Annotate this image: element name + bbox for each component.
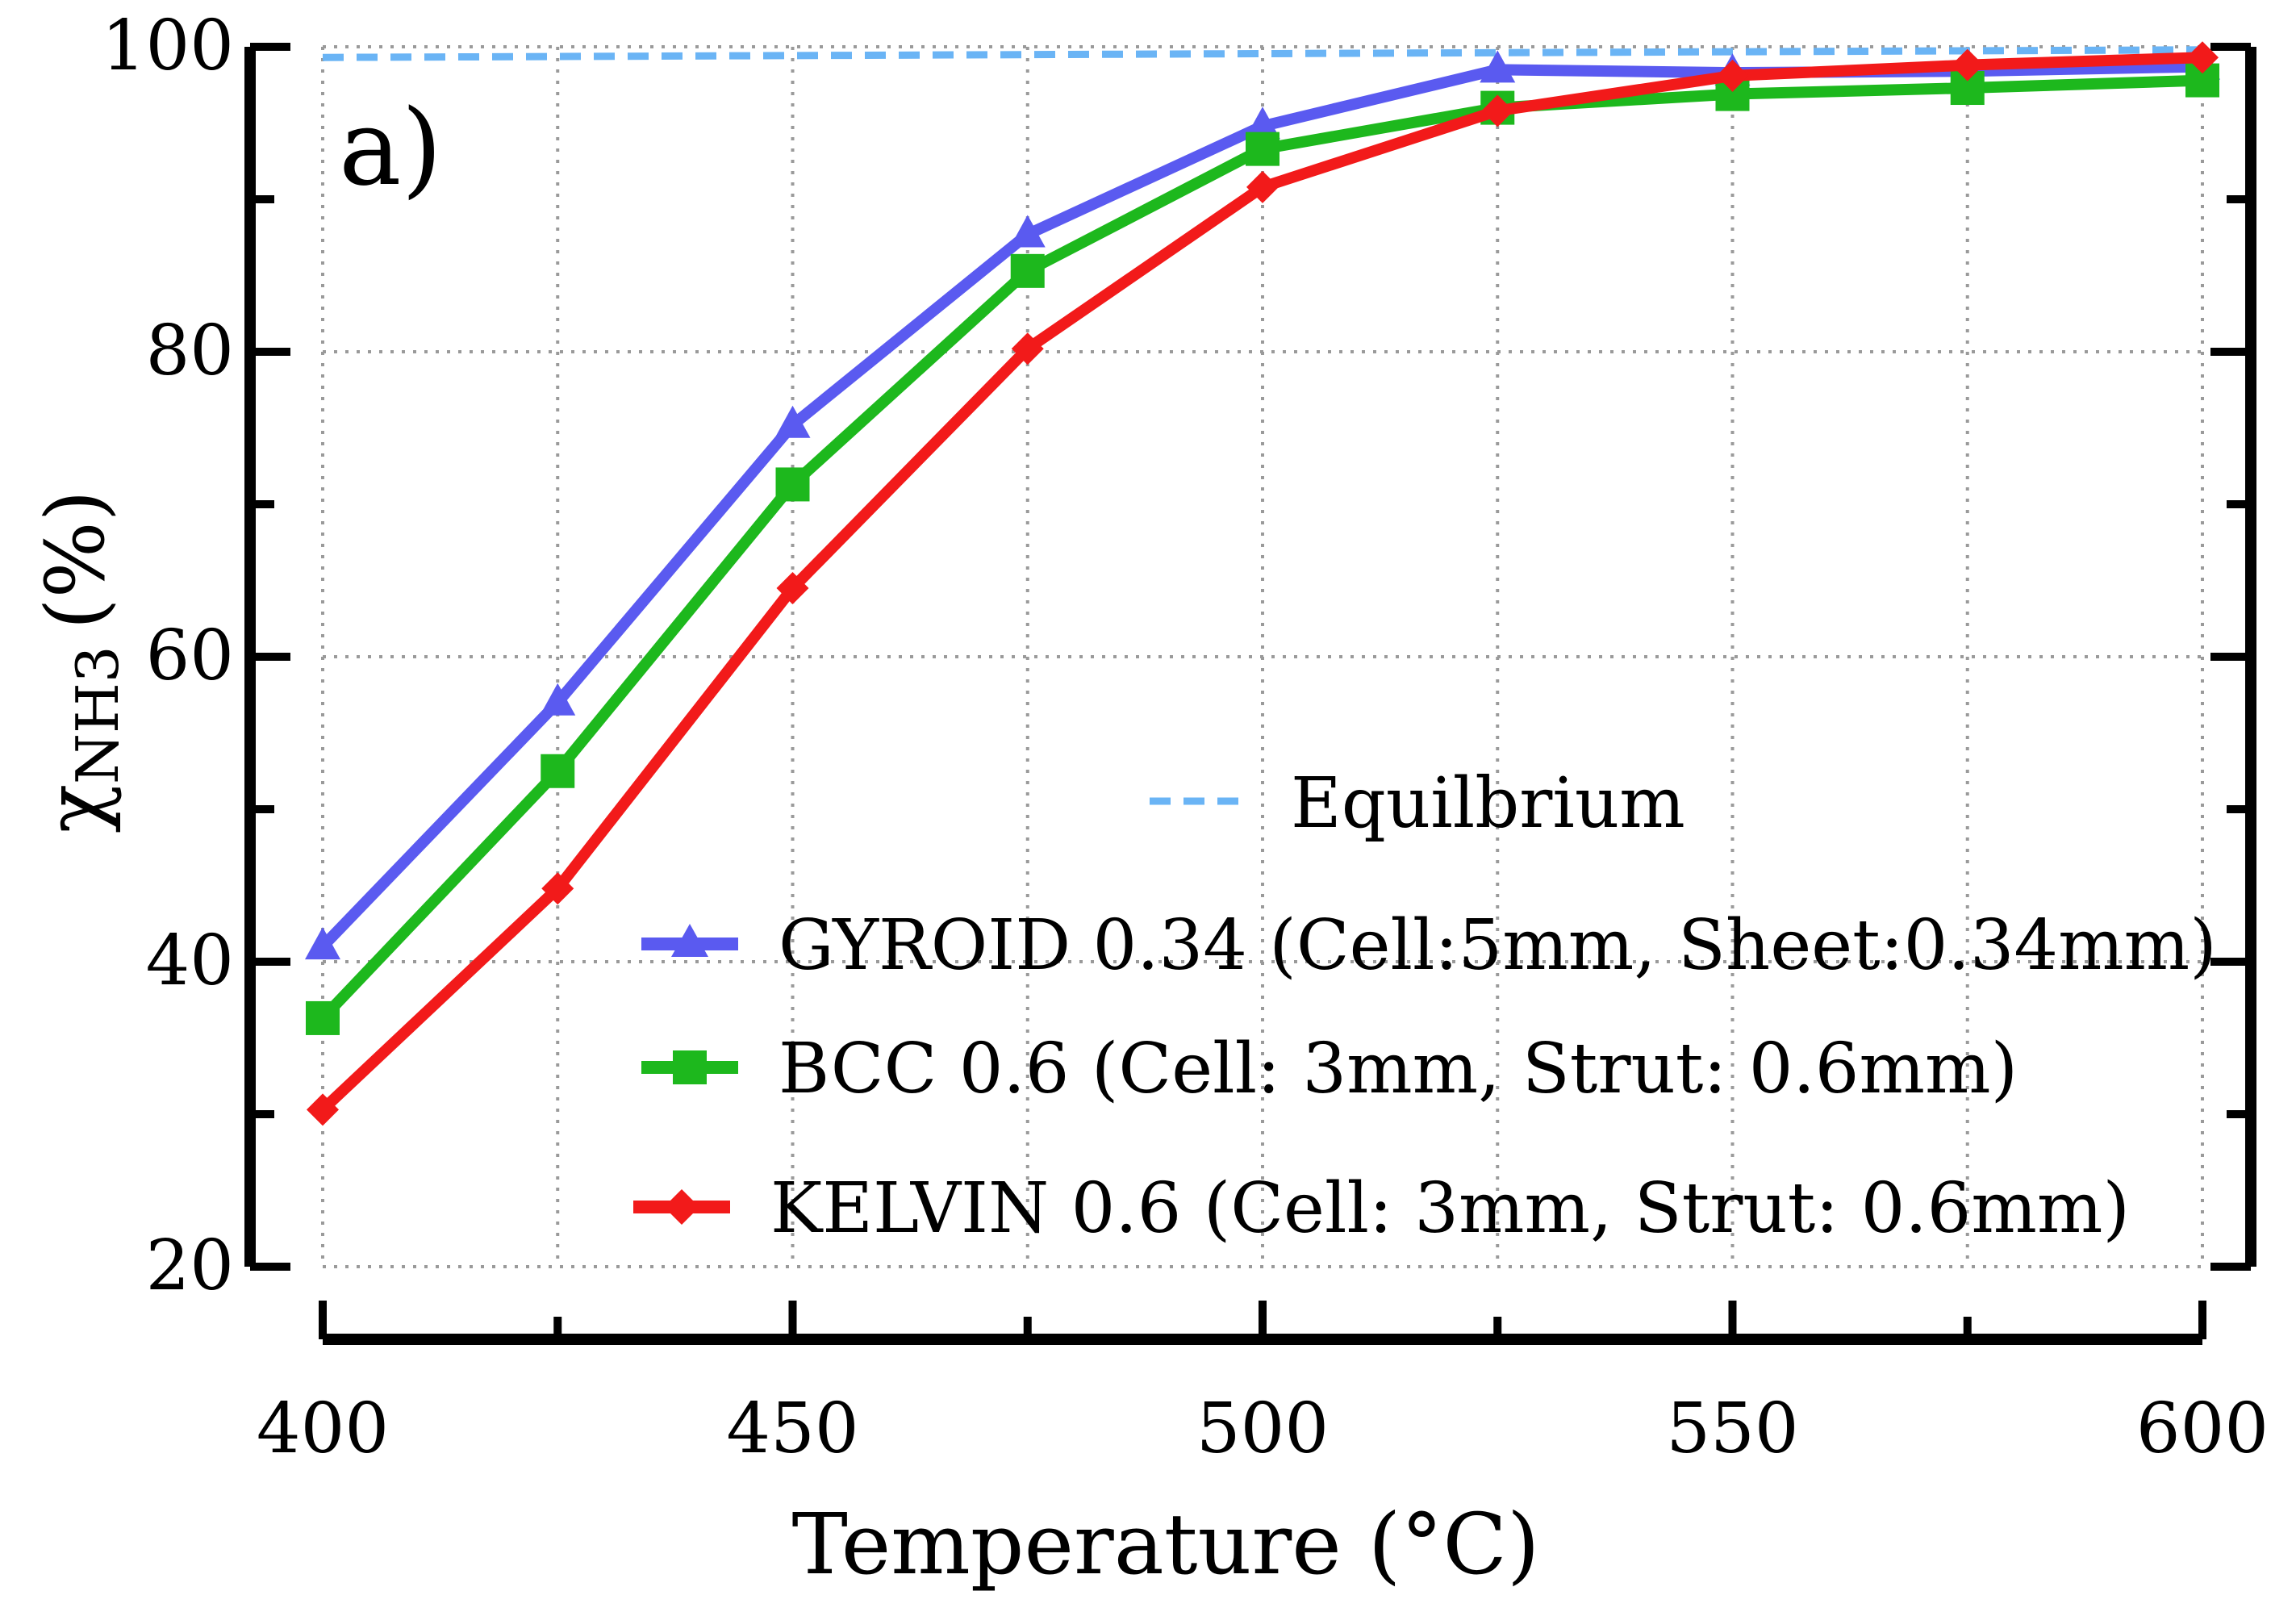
- data-point-bcc: [1246, 132, 1279, 166]
- data-point-kelvin: [1716, 59, 1749, 92]
- y-axis-title-unit: (%): [28, 490, 123, 629]
- panel-label: a): [339, 86, 442, 209]
- y-tick-label: 20: [146, 1226, 234, 1306]
- legend-item-bcc[interactable]: BCC 0.6 (Cell: 3mm, Strut: 0.6mm): [641, 1029, 2018, 1109]
- data-point-kelvin: [1481, 94, 1514, 127]
- x-tick-label: 600: [2136, 1389, 2269, 1469]
- data-point-gyroid: [1245, 106, 1280, 140]
- grid: [321, 45, 2204, 1268]
- data-point-kelvin: [307, 1093, 339, 1126]
- legend-item-kelvin[interactable]: KELVIN 0.6 (Cell: 3mm, Strut: 0.6mm): [633, 1168, 2130, 1249]
- legend-label-kelvin: KELVIN 0.6 (Cell: 3mm, Strut: 0.6mm): [770, 1168, 2130, 1249]
- x-axis-title: Temperature (°C): [791, 1495, 1539, 1593]
- legend-label-gyroid: GYROID 0.34 (Cell:5mm, Sheet:0.34mm): [779, 905, 2217, 986]
- y-tick-label: 40: [146, 921, 234, 1001]
- y-axis-title-symbol: χ: [28, 784, 123, 833]
- y-tick-label: 80: [146, 311, 234, 391]
- data-point-kelvin: [776, 571, 809, 604]
- data-point-kelvin: [541, 872, 574, 905]
- data-point-kelvin: [2186, 41, 2219, 74]
- data-point-kelvin: [1011, 332, 1044, 365]
- y-tick-label: 100: [102, 6, 234, 86]
- y-axis-title: χNH3 (%): [28, 490, 131, 833]
- data-point-gyroid: [1480, 50, 1516, 83]
- legend-label-equilibrium: Equilbrium: [1291, 763, 1685, 844]
- plot-area: [305, 41, 2220, 1126]
- data-point-bcc: [1010, 253, 1045, 288]
- x-tick-label: 400: [257, 1389, 389, 1469]
- x-tick-label: 550: [1666, 1389, 1798, 1469]
- data-point-gyroid: [540, 683, 576, 716]
- legend-marker-gyroid: [671, 924, 708, 957]
- data-point-kelvin: [1246, 170, 1279, 203]
- data-point-gyroid: [774, 405, 811, 438]
- series-line-bcc: [318, 74, 2203, 1022]
- legend-marker-kelvin: [664, 1189, 699, 1225]
- data-point-kelvin: [1951, 48, 1984, 81]
- legend-label-bcc: BCC 0.6 (Cell: 3mm, Strut: 0.6mm): [779, 1029, 2018, 1109]
- legend-item-equilibrium[interactable]: Equilbrium: [1150, 763, 1685, 844]
- y-axis-title-subscript: NH3: [64, 645, 131, 784]
- y-tick-label: 60: [146, 616, 234, 696]
- data-point-bcc: [775, 467, 810, 502]
- data-point-gyroid: [305, 927, 340, 960]
- x-tick-label: 500: [1196, 1389, 1329, 1469]
- x-tick-label: 450: [726, 1389, 858, 1469]
- legend-marker-bcc: [673, 1050, 707, 1084]
- legend: Equilbrium GYROID 0.34 (Cell:5mm, Sheet:…: [633, 763, 2217, 1249]
- axes: 400 450 500 550 600 20 40 60 80 100: [102, 6, 2269, 1469]
- data-point-bcc: [541, 754, 575, 788]
- series-line-equilibrium: [322, 46, 2203, 61]
- data-point-bcc: [306, 1000, 340, 1035]
- data-point-gyroid: [1009, 215, 1046, 248]
- legend-item-gyroid[interactable]: GYROID 0.34 (Cell:5mm, Sheet:0.34mm): [641, 905, 2217, 986]
